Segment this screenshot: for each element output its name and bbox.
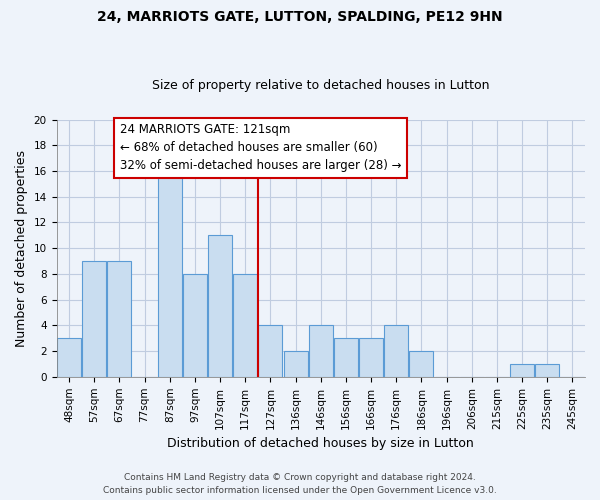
X-axis label: Distribution of detached houses by size in Lutton: Distribution of detached houses by size … xyxy=(167,437,474,450)
Bar xyxy=(158,171,182,377)
Bar xyxy=(259,326,283,377)
Bar xyxy=(57,338,81,377)
Bar xyxy=(510,364,534,377)
Bar xyxy=(107,261,131,377)
Text: 24 MARRIOTS GATE: 121sqm
← 68% of detached houses are smaller (60)
32% of semi-d: 24 MARRIOTS GATE: 121sqm ← 68% of detach… xyxy=(120,124,401,172)
Y-axis label: Number of detached properties: Number of detached properties xyxy=(15,150,28,346)
Bar xyxy=(284,351,308,377)
Bar xyxy=(183,274,207,377)
Text: Contains HM Land Registry data © Crown copyright and database right 2024.
Contai: Contains HM Land Registry data © Crown c… xyxy=(103,474,497,495)
Bar xyxy=(359,338,383,377)
Bar xyxy=(535,364,559,377)
Bar xyxy=(82,261,106,377)
Bar xyxy=(208,236,232,377)
Bar xyxy=(309,326,333,377)
Bar xyxy=(233,274,257,377)
Text: 24, MARRIOTS GATE, LUTTON, SPALDING, PE12 9HN: 24, MARRIOTS GATE, LUTTON, SPALDING, PE1… xyxy=(97,10,503,24)
Title: Size of property relative to detached houses in Lutton: Size of property relative to detached ho… xyxy=(152,79,490,92)
Bar xyxy=(385,326,408,377)
Bar xyxy=(409,351,433,377)
Bar xyxy=(334,338,358,377)
